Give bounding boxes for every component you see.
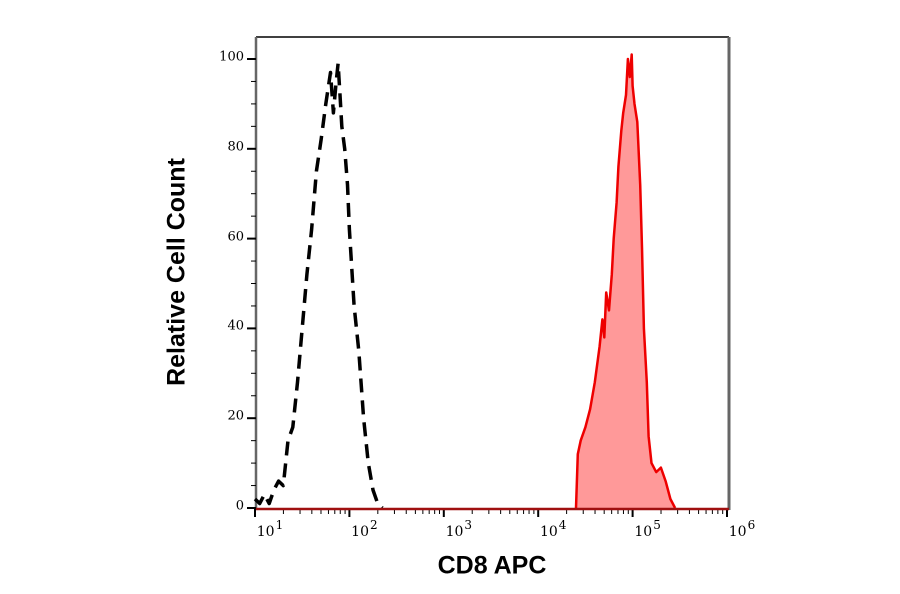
- y-tick-label: 100: [219, 49, 244, 65]
- cd8-apc-curve: [574, 53, 677, 509]
- y-tick-label: 20: [227, 408, 244, 424]
- x-tick-label: 102: [351, 518, 378, 540]
- x-tick-label: 106: [728, 518, 756, 540]
- y-tick-label: 60: [227, 229, 244, 245]
- y-axis-title: Relative Cell Count: [162, 158, 191, 386]
- y-axis-ticks: [247, 58, 256, 509]
- histogram-fill: [576, 54, 676, 508]
- x-tick-label: 103: [445, 518, 473, 540]
- x-tick-label: 105: [634, 518, 661, 540]
- y-tick-label: 80: [227, 139, 244, 155]
- plot-frame: [254, 36, 731, 510]
- x-axis-title: CD8 APC: [437, 551, 547, 580]
- histogram-series: [253, 53, 677, 510]
- isotype-control-curve: [253, 61, 384, 510]
- x-tick-label: 104: [539, 518, 567, 540]
- y-tick-label: 40: [227, 318, 244, 334]
- x-tick-label: 101: [256, 518, 284, 540]
- x-axis-ticks: [254, 509, 728, 517]
- y-tick-label: 0: [235, 498, 244, 514]
